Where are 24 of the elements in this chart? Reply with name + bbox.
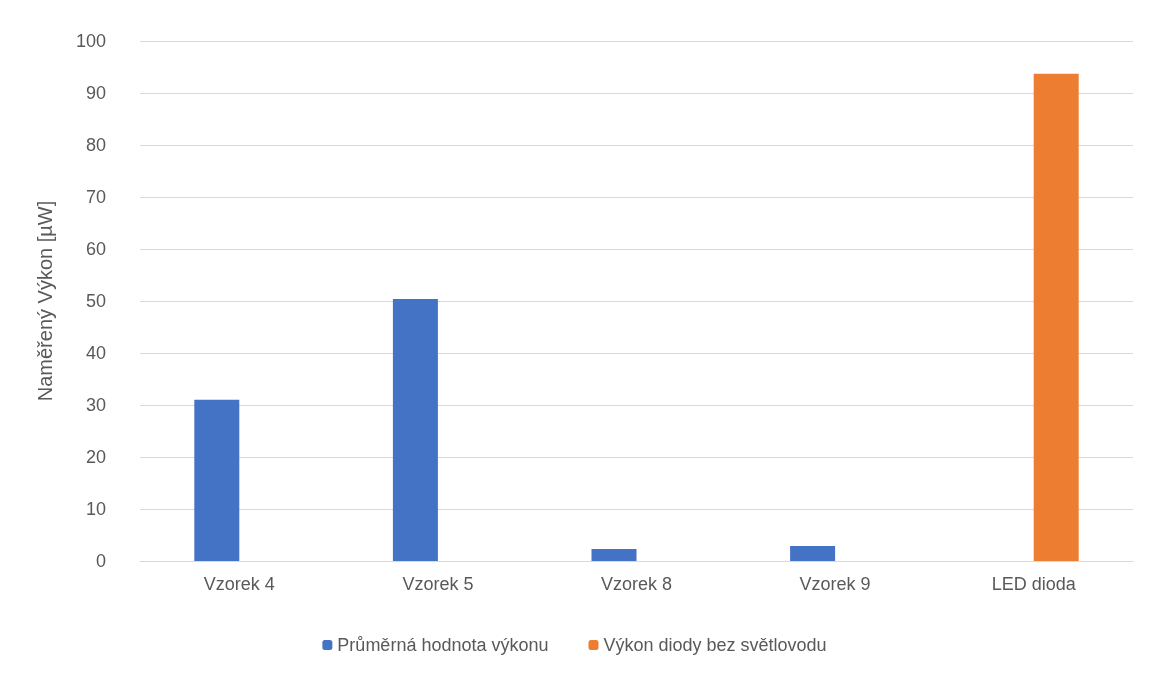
bar — [392, 298, 438, 561]
legend-label: Výkon diody bez světlovodu — [603, 635, 827, 655]
y-axis-title: Naměřený Výkon [µW] — [34, 200, 56, 402]
y-tick-label: 30 — [85, 395, 106, 415]
y-tick-label: 50 — [85, 291, 106, 311]
y-tick-label: 0 — [95, 551, 106, 571]
y-tick-label: 70 — [85, 187, 106, 207]
y-tick-label: 100 — [75, 31, 106, 51]
x-tick-label: LED dioda — [991, 574, 1077, 594]
y-tick-label: 80 — [85, 135, 106, 155]
bar — [790, 545, 836, 561]
legend-label: Průměrná hodnota výkonu — [337, 635, 549, 655]
y-tick-label: 90 — [85, 83, 106, 103]
x-tick-label: Vzorek 8 — [600, 574, 673, 594]
y-tick-label: 40 — [85, 343, 106, 363]
bar — [591, 549, 637, 561]
y-tick-label: 60 — [85, 239, 106, 259]
x-tick-label: Vzorek 4 — [203, 574, 275, 594]
bar — [194, 399, 240, 561]
y-tick-label: 20 — [85, 447, 106, 467]
bar — [1033, 73, 1079, 561]
y-tick-label: 10 — [85, 499, 106, 519]
x-tick-label: Vzorek 5 — [402, 574, 474, 594]
x-tick-label: Vzorek 9 — [799, 574, 871, 594]
